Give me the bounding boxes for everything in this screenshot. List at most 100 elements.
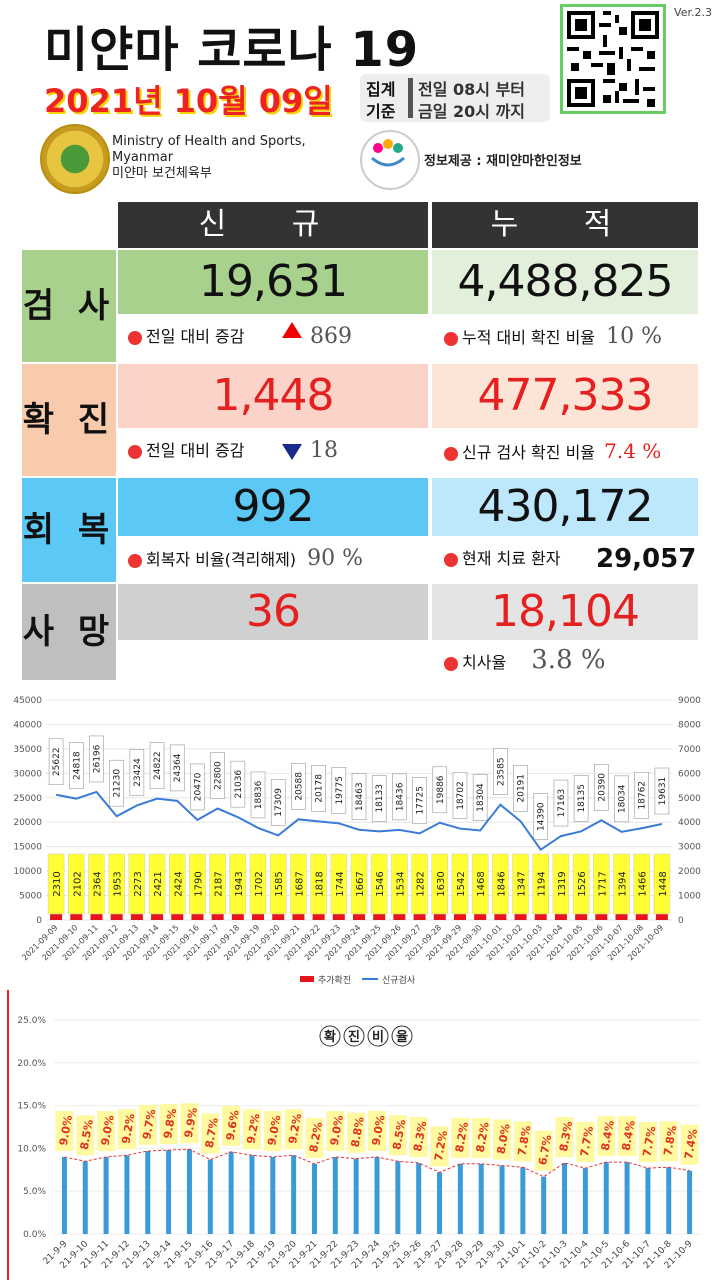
confirmed-data-label: 1702 xyxy=(254,871,265,896)
chart-title-char: 확 xyxy=(324,1029,336,1045)
chart-title-char: 진 xyxy=(348,1029,360,1045)
rate-data-label: 7.7% xyxy=(578,1125,596,1157)
tests-ratio-value: 10 % xyxy=(606,324,663,349)
deaths-total-value: 18,104 xyxy=(432,584,698,640)
tests-total-value: 4,488,825 xyxy=(432,250,698,314)
rate-bar xyxy=(228,1151,234,1234)
tests-data-label: 20191 xyxy=(517,774,527,803)
rate-label-box xyxy=(659,1121,678,1162)
confirmed-data-label: 1468 xyxy=(476,871,487,896)
y-tick-left: 40000 xyxy=(13,720,42,730)
tests-data-label: 22800 xyxy=(214,761,224,790)
basis-to: 금일 20시 까지 xyxy=(418,102,526,121)
recovered-ratio-cell: 회복자 비율(격리해제) 90 % xyxy=(118,536,428,582)
y-tick-left: 15000 xyxy=(13,843,42,853)
confirmed-data-label: 1466 xyxy=(638,871,649,896)
rate-data-label: 9.9% xyxy=(182,1106,200,1138)
rate-bar xyxy=(124,1155,130,1234)
y-tick-right: 6000 xyxy=(678,769,701,779)
tests-ratio-cell: 누적 대비 확진 비율 10 % xyxy=(432,314,698,360)
column-header-new: 신 규 xyxy=(118,202,428,248)
confirmed-label-box xyxy=(633,853,650,915)
sun-icon xyxy=(128,444,142,459)
rate-label-box xyxy=(576,1122,595,1163)
row-label-tests: 검 사 xyxy=(22,250,116,362)
qr-code[interactable] xyxy=(560,4,666,114)
confirmed-label-box xyxy=(169,853,186,915)
confirmed-data-label: 1394 xyxy=(618,871,629,896)
row-label-confirmed: 확 진 xyxy=(22,364,116,476)
confirmed-data-label: 1667 xyxy=(355,871,366,896)
tests-confirmed-chart: 0 0 5000 1000 10000 2000 15000 3000 20000 4000 250… xyxy=(13,696,701,986)
title-circle xyxy=(391,1025,413,1047)
confirmed-data-label: 1546 xyxy=(375,871,386,896)
confirmed-label-box xyxy=(613,853,630,915)
confirmed-data-label: 1534 xyxy=(395,871,406,896)
tests-label-box xyxy=(149,742,165,789)
rate-label-box xyxy=(347,1112,366,1153)
rate-label-box xyxy=(472,1117,491,1158)
tests-data-label: 21230 xyxy=(113,769,123,798)
rate-data-label: 9.0% xyxy=(265,1114,283,1146)
tests-data-label: 24822 xyxy=(153,751,163,780)
y-tick-right: 9000 xyxy=(678,696,701,706)
tests-label-box xyxy=(129,749,145,796)
rate-bar xyxy=(374,1156,380,1234)
confirmed-label-box xyxy=(88,853,105,915)
y-tick-left: 35000 xyxy=(13,745,42,755)
y-tick: 10.0% xyxy=(17,1144,46,1154)
tests-data-label: 18836 xyxy=(254,780,264,809)
tests-data-label: 19631 xyxy=(658,777,668,806)
rate-data-label: 9.0% xyxy=(99,1114,117,1146)
rate-bar xyxy=(478,1163,484,1234)
confirmed-label-box xyxy=(471,853,489,915)
confirmed-data-label: 1818 xyxy=(315,871,326,896)
confirmed-data-label: 1846 xyxy=(496,871,507,896)
confirmed-label-box xyxy=(47,853,65,915)
y-tick: 0.0% xyxy=(23,1230,46,1240)
tests-label-box xyxy=(169,744,185,792)
tests-label-box xyxy=(270,779,286,826)
confirmed-label-box xyxy=(572,853,590,915)
y-tick-right: 4000 xyxy=(678,818,701,828)
confirmed-label-box xyxy=(189,853,206,915)
rate-data-label: 8.4% xyxy=(599,1119,617,1151)
rate-data-label: 8.0% xyxy=(495,1123,513,1155)
rate-data-label: 6.7% xyxy=(536,1134,554,1166)
tests-label-box xyxy=(48,738,64,786)
confirmed-data-label: 1448 xyxy=(658,871,669,896)
y-tick-right: 0 xyxy=(678,916,684,926)
tests-data-label: 18463 xyxy=(355,782,365,811)
tests-label-box xyxy=(392,773,407,821)
tests-data-label: 19886 xyxy=(436,775,446,804)
tests-label-box xyxy=(230,760,246,808)
rate-data-label: 8.4% xyxy=(620,1119,638,1151)
confirmed-data-label: 2310 xyxy=(52,871,63,896)
basis-divider xyxy=(408,78,413,118)
y-tick: 15.0% xyxy=(17,1102,46,1112)
sun-icon xyxy=(128,553,142,568)
tests-data-label: 20588 xyxy=(294,772,304,801)
tests-data-label: 24364 xyxy=(173,753,183,782)
rate-label-box xyxy=(242,1109,261,1150)
confirmed-label-box xyxy=(451,853,469,915)
tests-data-label: 18304 xyxy=(476,783,486,812)
y-tick-left: 0 xyxy=(36,916,42,926)
confirmed-label-box xyxy=(552,853,570,915)
y-tick-right: 5000 xyxy=(678,794,701,804)
tests-data-label: 18135 xyxy=(577,784,587,813)
confirmed-data-label: 2424 xyxy=(173,871,184,896)
rate-bar xyxy=(166,1150,172,1234)
confirmed-data-label: 2187 xyxy=(214,871,225,896)
y-tick-right: 7000 xyxy=(678,745,701,755)
y-tick-left: 30000 xyxy=(13,769,42,779)
rate-data-label: 7.8% xyxy=(515,1124,533,1156)
tests-label-box xyxy=(291,763,306,810)
rate-data-label: 8.7% xyxy=(203,1117,221,1149)
tests-label-box xyxy=(573,775,589,822)
rate-label-box xyxy=(159,1104,178,1145)
y-tick: 5.0% xyxy=(23,1187,46,1197)
rate-label-box xyxy=(263,1110,282,1151)
tests-change-value: 869 xyxy=(310,324,352,349)
rate-data-label: 9.6% xyxy=(224,1109,242,1141)
